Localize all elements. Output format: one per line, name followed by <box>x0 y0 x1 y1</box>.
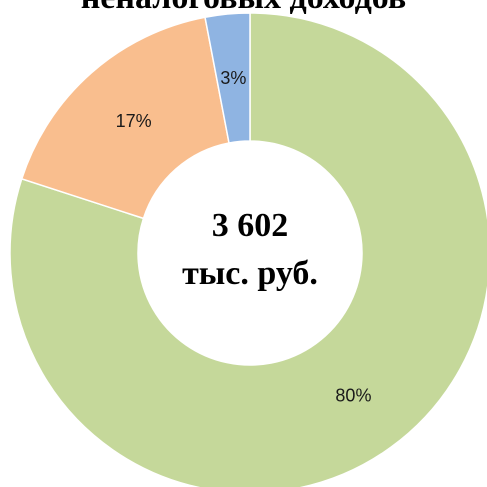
donut-slice-2 <box>204 12 251 144</box>
center-value: 3 602 <box>212 207 289 244</box>
slice-labels: 80% 17% 3% <box>116 68 372 406</box>
chart-title: неналоговых доходов <box>0 0 487 18</box>
slice-label-0: 80% <box>335 385 371 405</box>
center-unit: тыс. руб. <box>182 255 318 292</box>
slice-label-1: 17% <box>116 111 152 131</box>
donut-slices <box>9 12 487 487</box>
donut-slice-1 <box>20 16 230 220</box>
slice-label-2: 3% <box>220 68 246 88</box>
